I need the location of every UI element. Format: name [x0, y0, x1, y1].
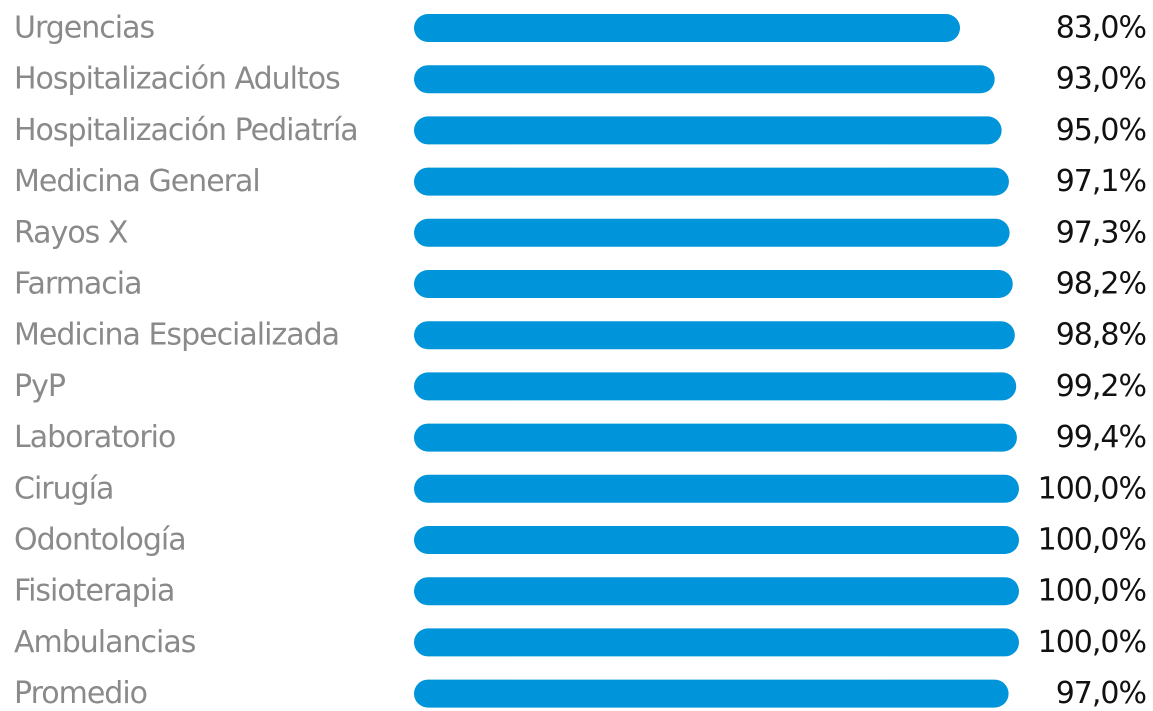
value-label: 97,3% [1056, 215, 1146, 250]
category-label: PyP [14, 369, 66, 404]
bar [414, 218, 1010, 247]
bar [414, 628, 1019, 657]
bar [414, 116, 1002, 145]
bar [414, 423, 1017, 452]
value-label: 95,0% [1056, 113, 1146, 148]
category-label: Promedio [14, 676, 147, 711]
value-label: 99,4% [1056, 420, 1146, 455]
value-label: 99,2% [1056, 369, 1146, 404]
category-label: Odontología [14, 523, 186, 558]
category-label: Cirugía [14, 471, 113, 506]
bar [414, 270, 1013, 298]
category-label: Ambulancias [14, 625, 196, 660]
value-label: 100,0% [1038, 574, 1146, 609]
value-label: 100,0% [1038, 523, 1146, 558]
value-label: 98,2% [1056, 267, 1146, 302]
bar [414, 167, 1009, 196]
bar [414, 65, 995, 94]
bar [414, 474, 1019, 503]
category-label: Farmacia [14, 267, 142, 302]
category-label: Rayos X [14, 215, 128, 250]
value-label: 100,0% [1038, 471, 1146, 506]
category-label: Medicina Especializada [14, 318, 339, 353]
bar [414, 321, 1015, 350]
value-label: 93,0% [1056, 62, 1146, 97]
bar [414, 679, 1009, 708]
value-label: 97,1% [1056, 164, 1146, 199]
bar [414, 14, 961, 42]
category-label: Medicina General [14, 164, 260, 199]
category-label: Urgencias [14, 11, 154, 46]
bar [414, 526, 1019, 554]
category-label: Hospitalización Adultos [14, 62, 340, 97]
bar [414, 372, 1017, 401]
value-label: 98,8% [1056, 318, 1146, 353]
category-label: Fisioterapia [14, 574, 174, 609]
bar [414, 577, 1019, 606]
value-label: 97,0% [1056, 676, 1146, 711]
value-label: 83,0% [1056, 11, 1146, 46]
value-label: 100,0% [1038, 625, 1146, 660]
category-label: Laboratorio [14, 420, 175, 455]
category-label: Hospitalización Pediatría [14, 113, 358, 148]
